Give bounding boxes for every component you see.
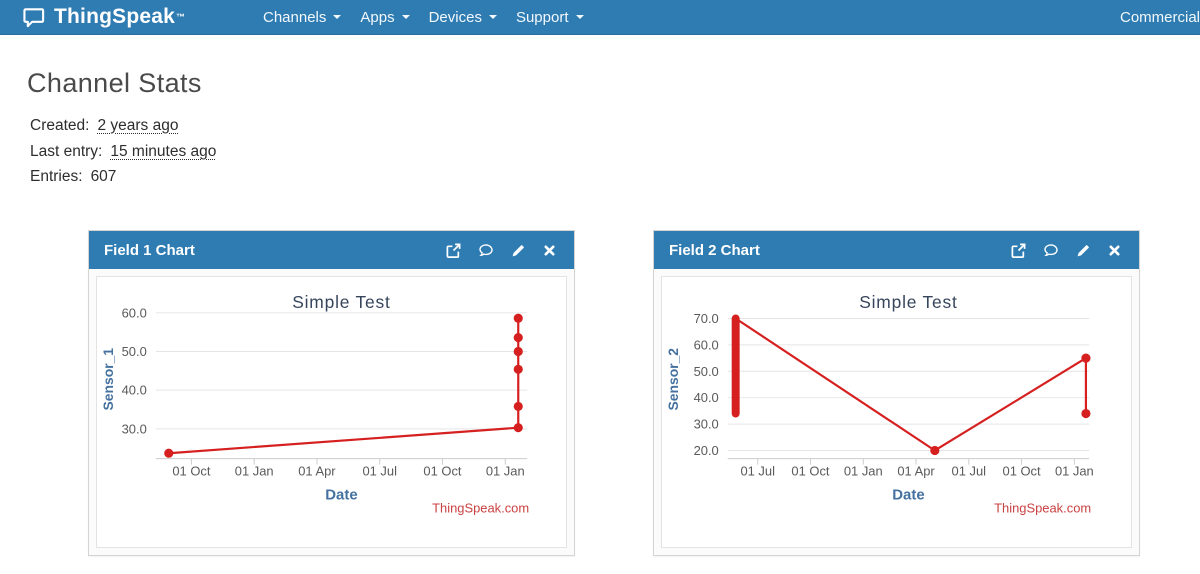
chevron-down-icon bbox=[401, 15, 410, 19]
svg-text:Sensor_2: Sensor_2 bbox=[665, 348, 681, 411]
field2-chart-body: 20.0 30.0 40.0 50.0 60.0 70.0 01 Jul 01 Oct 01 J… bbox=[654, 269, 1139, 555]
last-entry-label: Last entry: bbox=[30, 142, 103, 160]
created-label: Created: bbox=[30, 117, 90, 134]
svg-text:40.0: 40.0 bbox=[694, 390, 719, 405]
field1-chart-title: Field 1 Chart bbox=[104, 241, 195, 259]
field1-chart-widget: Field 1 Chart bbox=[88, 230, 575, 556]
chart-comment-button[interactable] bbox=[478, 243, 494, 258]
svg-text:40.0: 40.0 bbox=[122, 383, 147, 398]
nav-item-devices[interactable]: Devices bbox=[429, 9, 497, 26]
svg-text:Simple Test: Simple Test bbox=[859, 292, 957, 312]
svg-text:70.0: 70.0 bbox=[694, 311, 719, 326]
nav-menu: Channels Apps Devices Support bbox=[263, 0, 584, 34]
svg-text:30.0: 30.0 bbox=[694, 417, 719, 432]
entries-row: Entries: 607 bbox=[30, 164, 216, 190]
svg-text:01 Jul: 01 Jul bbox=[952, 464, 987, 479]
created-value: 2 years ago bbox=[97, 117, 179, 134]
chart-export-button[interactable] bbox=[1011, 243, 1026, 258]
svg-text:Date: Date bbox=[325, 487, 357, 503]
nav-item-commercial-use[interactable]: Commercial Use bbox=[1120, 8, 1200, 26]
entries-value: 607 bbox=[90, 168, 117, 185]
field2-chart-actions bbox=[1011, 243, 1121, 258]
page-title: Channel Stats bbox=[27, 68, 202, 98]
svg-text:01 Jan: 01 Jan bbox=[235, 464, 274, 479]
svg-text:Simple Test: Simple Test bbox=[292, 292, 390, 312]
comment-icon bbox=[479, 243, 493, 256]
pencil-icon bbox=[512, 244, 524, 256]
brand-trademark: ™ bbox=[176, 12, 186, 22]
last-entry-row: Last entry: 15 minutes ago bbox=[30, 139, 216, 165]
entries-label: Entries: bbox=[30, 168, 83, 185]
channel-stats-summary: Created: 2 years ago Last entry: 15 minute… bbox=[30, 113, 216, 190]
comment-icon bbox=[1044, 243, 1058, 256]
nav-item-support[interactable]: Support bbox=[516, 9, 584, 26]
svg-text:01 Oct: 01 Oct bbox=[172, 464, 210, 479]
top-navbar: ThingSpeak ™ Channels Apps Devices Suppor… bbox=[0, 0, 1200, 35]
external-link-icon bbox=[446, 243, 461, 258]
svg-text:60.0: 60.0 bbox=[122, 305, 147, 320]
svg-text:01 Oct: 01 Oct bbox=[423, 464, 461, 479]
pencil-icon bbox=[1077, 244, 1089, 256]
field1-chart-plot: 30.0 40.0 50.0 60.0 01 Oct 01 Jan 01 Apr 01 Jul… bbox=[96, 276, 567, 548]
close-icon bbox=[544, 244, 555, 256]
svg-text:ThingSpeak.com: ThingSpeak.com bbox=[994, 500, 1091, 515]
chart-export-button[interactable] bbox=[446, 243, 461, 258]
field2-chart-widget: Field 2 Chart bbox=[653, 230, 1140, 556]
svg-text:01 Jul: 01 Jul bbox=[740, 464, 775, 479]
svg-text:01 Oct: 01 Oct bbox=[791, 464, 829, 479]
field1-chart-header: Field 1 Chart bbox=[89, 231, 574, 269]
nav-item-apps[interactable]: Apps bbox=[360, 9, 410, 26]
svg-text:30.0: 30.0 bbox=[122, 421, 147, 436]
created-row: Created: 2 years ago bbox=[30, 113, 216, 139]
brand-name: ThingSpeak bbox=[54, 5, 176, 28]
chevron-down-icon bbox=[575, 15, 584, 19]
svg-text:20.0: 20.0 bbox=[694, 443, 719, 458]
svg-text:01 Jan: 01 Jan bbox=[1055, 464, 1094, 479]
chart-close-button[interactable] bbox=[543, 244, 556, 257]
svg-text:01 Jan: 01 Jan bbox=[844, 464, 883, 479]
thingspeak-brand[interactable]: ThingSpeak ™ bbox=[22, 5, 185, 29]
chart-comment-button[interactable] bbox=[1043, 243, 1059, 258]
svg-text:01 Apr: 01 Apr bbox=[897, 464, 935, 479]
nav-item-channels[interactable]: Channels bbox=[263, 9, 342, 26]
field2-chart-title: Field 2 Chart bbox=[669, 241, 760, 259]
svg-text:01 Jul: 01 Jul bbox=[362, 464, 397, 479]
close-icon bbox=[1109, 244, 1120, 256]
chart-edit-button[interactable] bbox=[1076, 243, 1091, 258]
svg-text:01 Oct: 01 Oct bbox=[1003, 464, 1041, 479]
svg-text:50.0: 50.0 bbox=[694, 364, 719, 379]
svg-text:01 Apr: 01 Apr bbox=[298, 464, 336, 479]
field1-chart-actions bbox=[446, 243, 556, 258]
svg-text:ThingSpeak.com: ThingSpeak.com bbox=[432, 500, 529, 515]
svg-text:Date: Date bbox=[892, 487, 924, 503]
field2-chart-header: Field 2 Chart bbox=[654, 231, 1139, 269]
svg-text:50.0: 50.0 bbox=[122, 344, 147, 359]
chevron-down-icon bbox=[488, 15, 497, 19]
speech-bubble-logo-icon bbox=[23, 7, 45, 27]
last-entry-value: 15 minutes ago bbox=[110, 142, 217, 160]
chevron-down-icon bbox=[333, 15, 342, 19]
svg-text:60.0: 60.0 bbox=[694, 337, 719, 352]
svg-text:Sensor_1: Sensor_1 bbox=[100, 348, 116, 411]
svg-text:01 Jan: 01 Jan bbox=[486, 464, 525, 479]
external-link-icon bbox=[1011, 243, 1026, 258]
field2-chart-plot: 20.0 30.0 40.0 50.0 60.0 70.0 01 Jul 01 Oct 01 J… bbox=[661, 276, 1132, 548]
chart-close-button[interactable] bbox=[1108, 244, 1121, 257]
field1-chart-body: 30.0 40.0 50.0 60.0 01 Oct 01 Jan 01 Apr 01 Jul… bbox=[89, 269, 574, 555]
chart-edit-button[interactable] bbox=[511, 243, 526, 258]
